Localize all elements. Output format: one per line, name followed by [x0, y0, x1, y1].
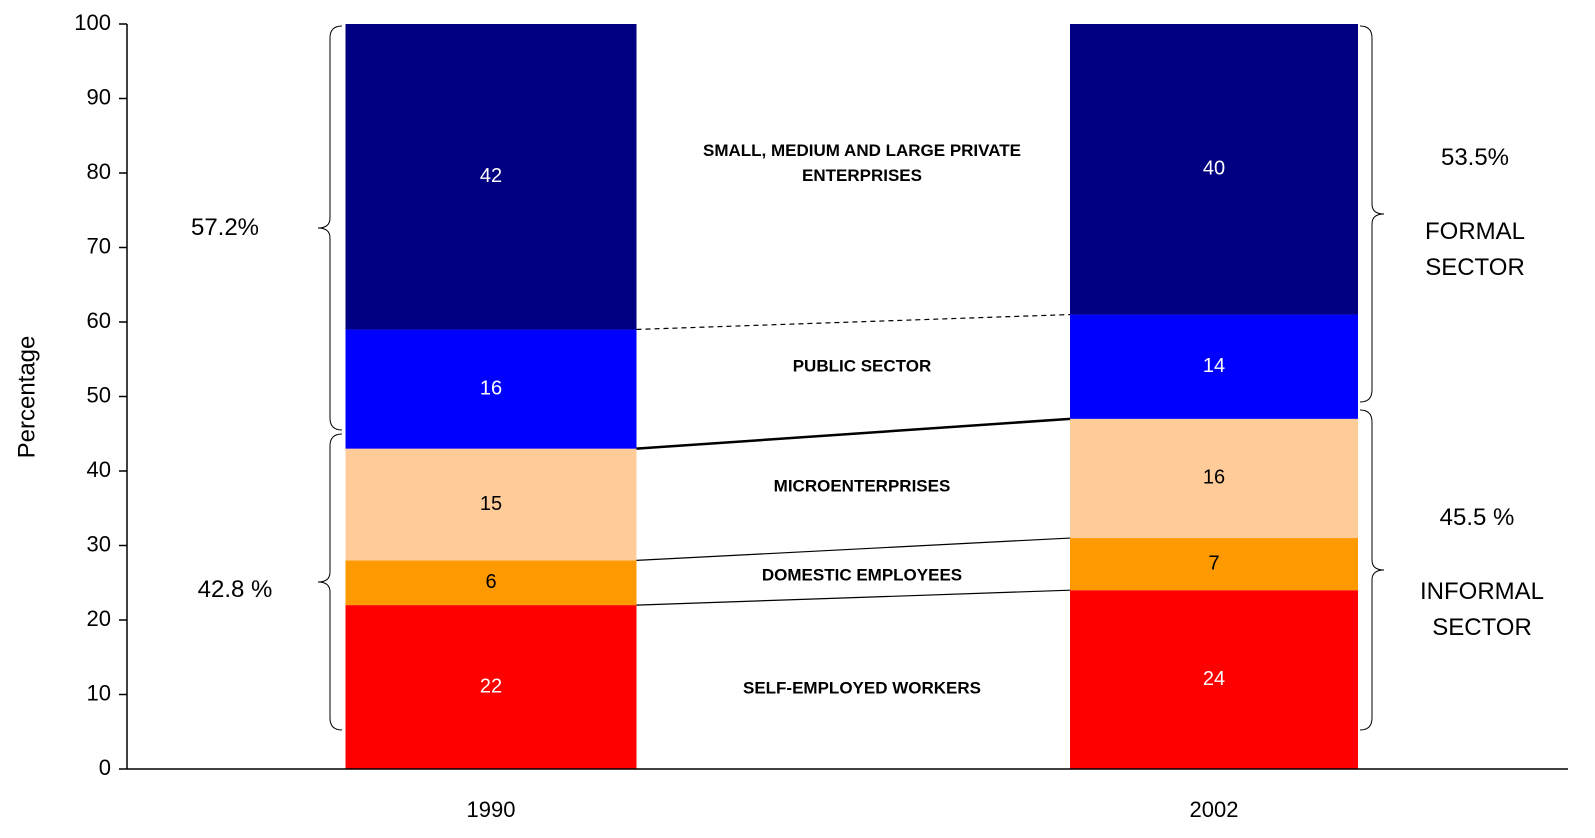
- annotation: 57.2%: [190, 214, 260, 241]
- annotation: 45.5 %: [1439, 504, 1515, 531]
- value-label: 6: [485, 571, 496, 593]
- bar-segment: [1070, 24, 1358, 315]
- bar-segment: [345, 560, 637, 606]
- connector-line: [636, 589, 1071, 606]
- y-tick-label: 80: [87, 159, 111, 184]
- segment-name: PUBLIC SECTOR: [792, 356, 932, 376]
- bar-segment: [1070, 418, 1358, 539]
- annotation: FORMAL SECTOR: [1424, 218, 1525, 281]
- y-tick-label: 100: [74, 10, 111, 35]
- y-tick-label: 60: [87, 308, 111, 333]
- x-tick-label: 2002: [1190, 797, 1239, 822]
- connector-line: [636, 537, 1071, 561]
- x-tick-label: 1990: [467, 797, 516, 822]
- brace: [1359, 409, 1385, 731]
- y-tick-label: 20: [87, 606, 111, 631]
- value-label: 40: [1203, 158, 1225, 180]
- connector-line: [636, 313, 1071, 331]
- bar-segment: [1070, 590, 1358, 769]
- value-label: 22: [480, 675, 502, 697]
- segment-name: DOMESTIC EMPLOYEES: [761, 565, 963, 585]
- brace: [317, 433, 343, 731]
- y-tick-label: 10: [87, 680, 111, 705]
- value-label: 15: [480, 493, 502, 515]
- value-label: 16: [480, 377, 502, 399]
- bar-segment: [1070, 538, 1358, 591]
- annotation: 42.8 %: [197, 576, 273, 603]
- value-label: 24: [1203, 668, 1225, 690]
- y-tick-label: 40: [87, 457, 111, 482]
- annotation: 53.5%: [1440, 144, 1510, 171]
- bar-segment: [345, 448, 637, 561]
- y-tick-label: 70: [87, 233, 111, 258]
- y-tick-label: 30: [87, 531, 111, 556]
- brace: [1359, 25, 1385, 403]
- bar-segment: [345, 24, 637, 330]
- segment-name: SMALL, MEDIUM AND LARGE PRIVATE ENTERPRI…: [703, 141, 1021, 185]
- value-label: 14: [1203, 355, 1225, 377]
- bar-segment: [1070, 314, 1358, 419]
- y-tick-label: 0: [99, 755, 111, 780]
- value-label: 16: [1203, 467, 1225, 489]
- bar-segment: [345, 329, 637, 449]
- y-tick-label: 90: [87, 84, 111, 109]
- bar-segment: [345, 605, 637, 769]
- y-tick-label: 50: [87, 382, 111, 407]
- brace: [317, 25, 343, 431]
- annotation: INFORMAL SECTOR: [1419, 578, 1544, 641]
- segment-name: SELF-EMPLOYED WORKERS: [742, 678, 981, 698]
- value-label: 42: [480, 165, 502, 187]
- connector-line: [636, 417, 1071, 450]
- y-axis-label: Percentage: [13, 336, 40, 459]
- value-label: 7: [1208, 552, 1219, 574]
- segment-name: MICROENTERPRISES: [773, 476, 951, 496]
